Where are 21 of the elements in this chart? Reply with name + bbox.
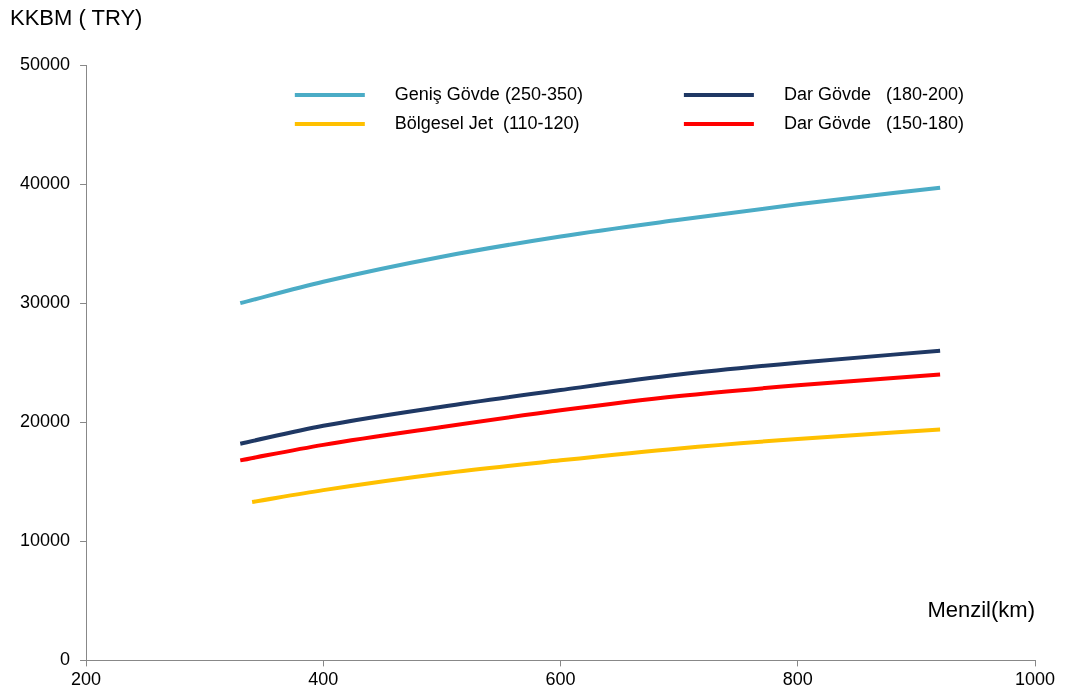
line-series <box>238 185 943 306</box>
y-tick-label: 10000 <box>19 530 71 551</box>
legend-label: Bölgesel Jet (110-120) <box>394 112 580 133</box>
y-tick-label: 20000 <box>19 411 71 432</box>
legend-label: Dar Gövde (150-180) <box>783 112 964 133</box>
line-series <box>238 372 943 463</box>
y-axis-title: KKBM ( TRY) <box>10 5 143 31</box>
x-tick-label: 200 <box>71 669 102 690</box>
x-tick-label: 600 <box>545 669 576 690</box>
line-series <box>238 348 943 446</box>
legend-label: Dar Gövde (180-200) <box>783 83 964 104</box>
y-tick-label: 30000 <box>19 292 71 313</box>
x-tick-label: 800 <box>782 669 813 690</box>
line-series <box>250 427 943 505</box>
y-tick-label: 50000 <box>19 53 71 74</box>
x-axis-title: Menzil(km) <box>927 597 1035 623</box>
y-tick-label: 40000 <box>19 173 71 194</box>
x-tick-label: 1000 <box>1014 669 1056 690</box>
x-tick-label: 400 <box>308 669 339 690</box>
y-tick-label: 0 <box>60 649 71 670</box>
legend-label: Geniş Gövde (250-350) <box>394 83 583 104</box>
